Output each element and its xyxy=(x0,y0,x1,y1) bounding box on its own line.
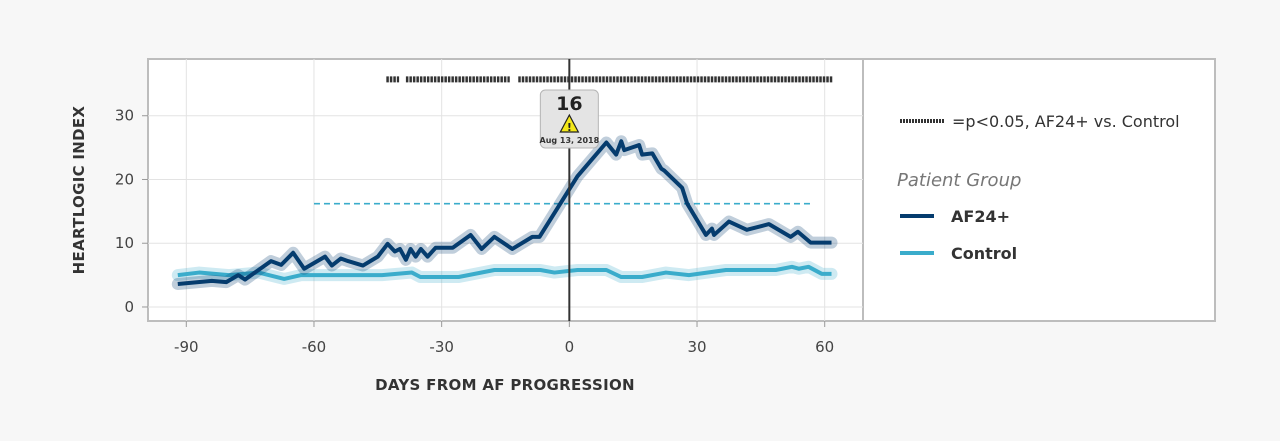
y-axis-label: HEARTLOGIC INDEX xyxy=(70,106,88,275)
legend-entry-control[interactable]: Control xyxy=(951,244,1017,263)
legend-entry-af24[interactable]: AF24+ xyxy=(951,207,1010,226)
x-tick-label: 30 xyxy=(687,338,706,356)
warning-icon: ! xyxy=(559,113,580,134)
tooltip-date: Aug 13, 2018 xyxy=(540,136,600,145)
tooltip-value: 16 xyxy=(556,93,582,115)
event-tooltip[interactable]: 16 ! Aug 13, 2018 xyxy=(540,89,600,149)
legend-title: Patient Group xyxy=(897,170,1021,191)
y-tick-label: 20 xyxy=(115,170,134,188)
y-tick-label: 10 xyxy=(115,234,134,252)
x-tick-label: 0 xyxy=(565,338,575,356)
svg-text:!: ! xyxy=(567,121,572,134)
series-line-af24 xyxy=(177,139,832,287)
x-tick-label: 60 xyxy=(815,338,834,356)
series-line-control xyxy=(177,264,832,281)
y-tick-label: 30 xyxy=(115,107,134,125)
x-axis-label: DAYS FROM AF PROGRESSION xyxy=(375,376,635,394)
y-tick-label: 0 xyxy=(124,298,134,316)
legend: =p<0.05, AF24+ vs. Control Patient Group… xyxy=(897,112,1180,263)
x-tick-label: -90 xyxy=(174,338,199,356)
x-tick-label: -30 xyxy=(429,338,454,356)
x-tick-label: -60 xyxy=(302,338,327,356)
legend-significance-label: =p<0.05, AF24+ vs. Control xyxy=(952,112,1180,131)
